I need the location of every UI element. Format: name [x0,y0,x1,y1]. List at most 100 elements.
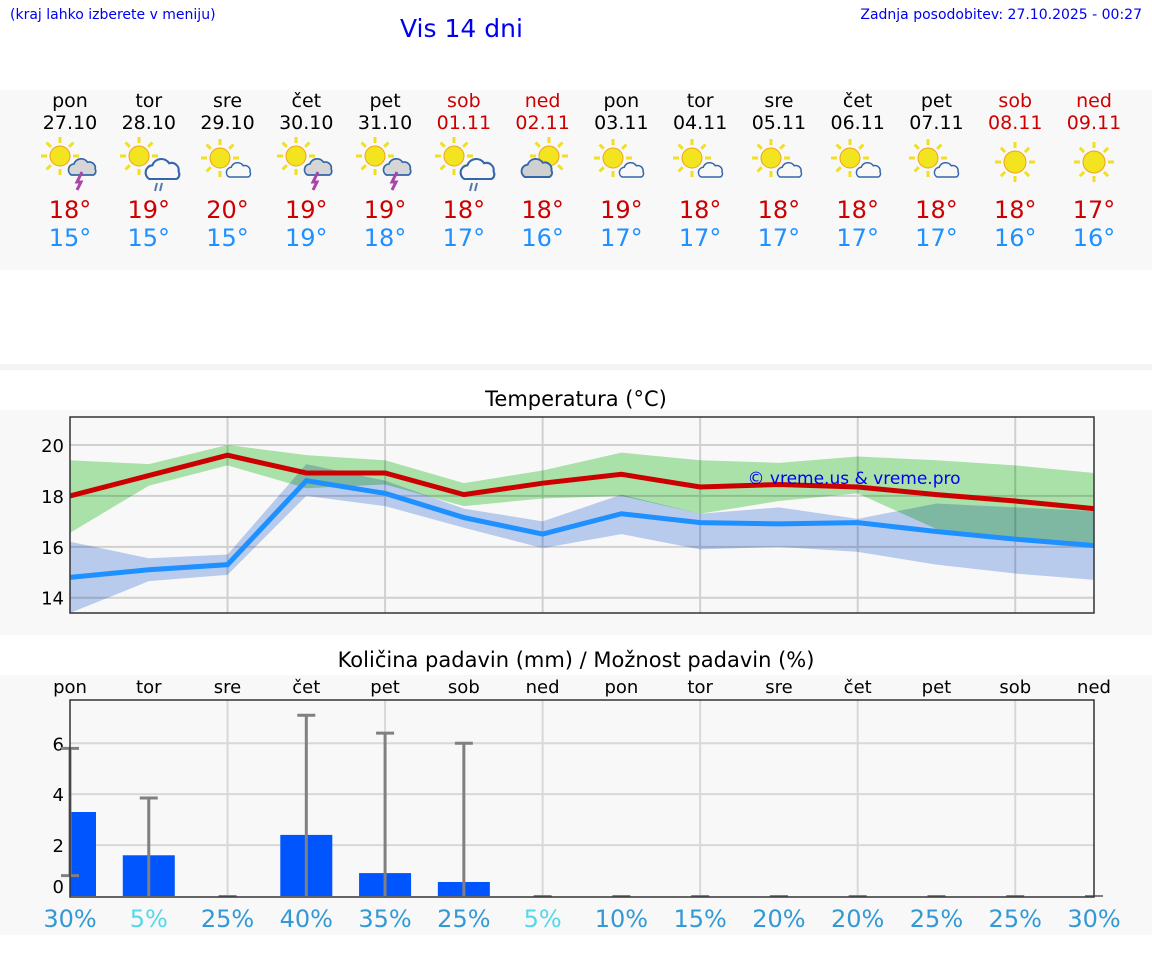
precipitation-chart-title: Količina padavin (mm) / Možnost padavin … [337,648,815,672]
day-forecast: pon 27.10 18° 15° [30,90,110,252]
max-temp: 18° [836,196,879,224]
min-temp: 17° [442,224,486,252]
min-temp-line [69,477,1095,580]
precip-probability: 10% [595,905,648,933]
day-forecast: sob 01.11 18° 17° [424,90,504,252]
y-tick-label: 18 [41,487,64,508]
day-label: sob [999,677,1031,698]
day-label: pon [604,677,638,698]
max-temp: 18° [442,196,486,224]
y-tick-label: 2 [53,836,64,857]
day-label: sob [448,677,480,698]
day-forecast: ned 02.11 18° 16° [503,90,583,252]
day-date: 01.11 [436,112,492,134]
sun-icon [1062,136,1126,192]
sun-small-cloud-icon [668,136,732,192]
day-forecast: tor 04.11 18° 17° [660,90,740,252]
plot-area [70,700,1094,897]
day-date: 09.11 [1066,112,1122,134]
day-forecast: pet 07.11 18° 17° [896,90,976,252]
day-forecast: ned 09.11 17° 16° [1054,90,1134,252]
day-forecast: sob 08.11 18° 16° [975,90,1055,252]
min-temp-range-band [70,464,1094,613]
day-name: čet [291,90,322,112]
precip-probability: 40% [280,905,333,933]
day-name: pon [603,90,640,112]
watermark: © vreme.us & vreme.pro [747,469,960,489]
min-temp: 16° [521,224,564,252]
max-temp: 19° [285,196,328,224]
daily-forecast-strip: pon 27.10 18° 15° tor 28.10 19° 15° sre 29… [0,90,1152,270]
day-name: sob [998,90,1033,112]
day-label: sre [765,677,792,698]
min-temp: 18° [363,224,407,252]
precip-probability: 25% [437,905,490,933]
y-tick-label: 14 [41,589,64,610]
max-temp: 18° [993,196,1037,224]
max-temp: 18° [915,196,958,224]
day-name: sob [447,90,481,112]
day-date: 02.11 [515,112,570,134]
day-date: 06.11 [830,112,885,134]
day-forecast: sre 29.10 20° 15° [188,90,268,252]
day-name: pon [52,90,88,112]
min-temp: 17° [757,224,801,252]
day-label: ned [1077,677,1111,698]
max-temp-line [69,452,1095,512]
plot-frame [69,416,1095,614]
day-forecast: čet 30.10 19° 19° [266,90,346,252]
sun-cloud-thunder-icon [38,136,102,192]
day-date: 30.10 [279,112,334,134]
precip-probability: 25% [201,905,254,933]
sun-cloud-thunder-icon [274,136,338,192]
day-forecast: čet 06.11 18° 17° [818,90,898,252]
max-temp: 18° [521,196,564,224]
day-label: ned [526,677,560,698]
max-temp: 20° [206,196,249,224]
sun-small-cloud-icon [196,136,260,192]
sun-icon [983,136,1047,192]
y-tick-label: 0 [53,877,64,898]
page-title: Vis 14 dni [400,14,523,43]
day-name: sre [213,90,243,112]
precip-probability: 15% [673,905,726,933]
max-temp: 19° [127,196,171,224]
max-temp: 19° [600,196,643,224]
cloud-sun-icon [511,136,575,192]
max-temp: 19° [363,196,407,224]
temperature-chart-title: Temperatura (°C) [485,387,667,411]
y-tick-label: 16 [41,538,64,559]
max-temp: 18° [48,196,92,224]
day-label: tor [687,677,713,698]
day-date: 27.10 [42,112,98,134]
plot-frame [69,699,1095,898]
day-label: sre [214,677,241,698]
max-temp: 18° [678,196,722,224]
location-hint[interactable]: (kraj lahko izberete v meniju) [10,7,216,23]
precip-probability: 25% [910,905,963,933]
day-forecast: sre 05.11 18° 17° [739,90,819,252]
precip-probability: 35% [358,905,411,933]
min-temp: 16° [993,224,1037,252]
day-date: 08.11 [988,112,1043,134]
day-label: tor [136,677,162,698]
precip-probability: 25% [989,905,1042,933]
y-tick-label: 6 [53,734,64,755]
day-label: čet [292,677,320,698]
day-name: čet [842,90,873,112]
day-name: pet [369,90,401,112]
min-temp: 17° [600,224,643,252]
y-tick-label: 20 [41,436,64,457]
precip-probability: 5% [524,905,562,933]
day-date: 04.11 [672,112,728,134]
day-name: tor [686,90,714,112]
precip-probability: 5% [130,905,168,933]
day-forecast: pon 03.11 19° 17° [581,90,661,252]
day-date: 31.10 [357,112,413,134]
day-label: pon [53,677,87,698]
y-tick-label: 4 [53,785,64,806]
day-date: 03.11 [594,112,649,134]
sun-small-cloud-icon [826,136,890,192]
